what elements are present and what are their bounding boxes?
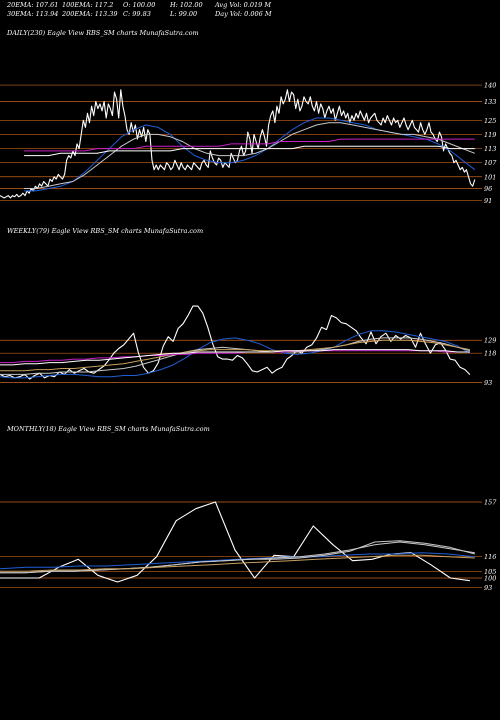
- daily-ytick-label: 140: [484, 82, 496, 90]
- weekly-ytick-label: 118: [484, 350, 496, 358]
- monthly-ema_light2-line: [0, 541, 475, 574]
- header-day-vol: Day Vol: 0.006 M: [215, 10, 272, 18]
- daily-ytick-label: 133: [484, 98, 496, 106]
- header-ema30: 30EMA: 113.94: [7, 10, 59, 18]
- header-ema20: 20EMA: 107.61: [7, 1, 59, 9]
- monthly-ytick-label: 105: [484, 568, 496, 576]
- header-close: C: 99.83: [123, 10, 151, 18]
- weekly-ema_slow-line: [0, 350, 470, 364]
- monthly-chart-title: MONTHLY(18) Eagle View RBS_SM charts Mun…: [7, 425, 210, 433]
- daily-ytick-label: 113: [484, 145, 496, 153]
- daily-ytick-label: 107: [484, 159, 497, 167]
- monthly-ema_tan-line: [0, 554, 475, 572]
- monthly-ytick-label: 116: [484, 553, 496, 561]
- weekly-ytick-label: 129: [484, 337, 496, 345]
- header-high: H: 102.00: [170, 1, 203, 9]
- weekly-ema_fast-line: [0, 330, 471, 379]
- daily-chart: 140 133 125 119 113 107 101 96 91: [0, 82, 497, 205]
- daily-ytick-label: 101: [484, 173, 496, 181]
- header-ema100: 100EMA: 117.2: [62, 1, 114, 9]
- daily-ema30-line: [24, 122, 475, 189]
- weekly-ema_light-line: [0, 337, 471, 375]
- header-open: O: 100.00: [123, 1, 156, 9]
- daily-ema200-line: [24, 145, 475, 157]
- indicator-header: 20EMA: 107.61 100EMA: 117.2 O: 100.00 H:…: [0, 0, 500, 20]
- daily-price-line: [0, 89, 476, 199]
- weekly-ytick-label: 93: [484, 379, 492, 387]
- daily-ytick-label: 96: [484, 185, 492, 193]
- daily-ytick-label: 119: [484, 131, 496, 139]
- header-ema200: 200EMA: 113.39: [62, 10, 118, 18]
- weekly-ema_tan-line: [0, 339, 470, 372]
- header-avg-vol: Avg Vol: 0.019 M: [215, 1, 272, 9]
- monthly-ema_fast-line: [0, 552, 475, 570]
- daily-ema100-line: [24, 138, 475, 152]
- monthly-ytick-label: 100: [484, 575, 496, 583]
- header-low: L: 99.00: [170, 10, 198, 18]
- weekly-ema_white-line: [0, 349, 470, 366]
- monthly-ytick-label: 93: [484, 584, 492, 592]
- daily-chart-title: DAILY(230) Eagle View RBS_SM charts Muna…: [7, 29, 199, 37]
- daily-ytick-label: 125: [484, 117, 496, 125]
- monthly-ytick-label: 157: [484, 499, 497, 507]
- weekly-chart-title: WEEKLY(79) Eagle View RBS_SM charts Muna…: [7, 227, 204, 235]
- weekly-chart: 129 118 93: [0, 305, 496, 387]
- daily-ytick-label: 91: [484, 197, 492, 205]
